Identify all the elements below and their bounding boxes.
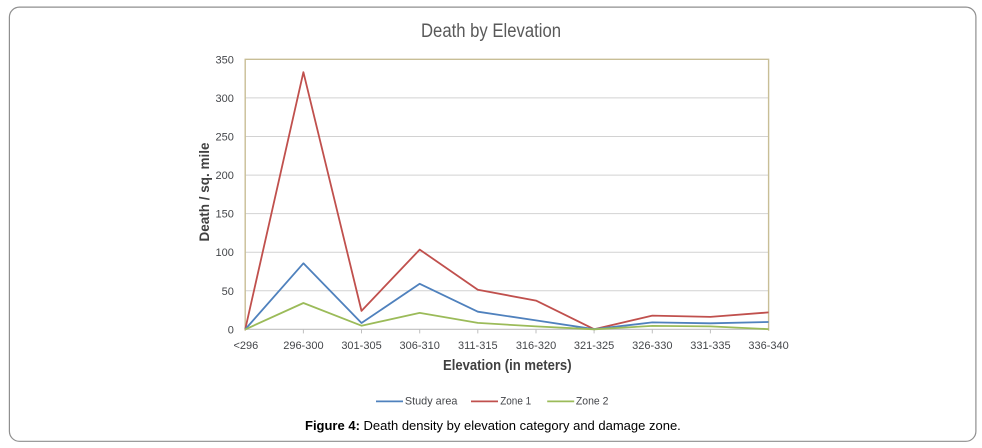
svg-text:<296: <296 xyxy=(234,340,259,352)
svg-text:100: 100 xyxy=(216,247,234,259)
svg-text:150: 150 xyxy=(216,209,234,221)
svg-text:336-340: 336-340 xyxy=(748,340,788,352)
svg-text:Study area: Study area xyxy=(405,395,458,407)
svg-text:321-325: 321-325 xyxy=(574,340,614,352)
svg-text:Figure 4: Death density by ele: Figure 4: Death density by elevation cat… xyxy=(305,418,681,433)
svg-text:Zone 2: Zone 2 xyxy=(576,395,609,407)
svg-text:200: 200 xyxy=(216,170,234,182)
svg-text:316-320: 316-320 xyxy=(516,340,556,352)
svg-text:350: 350 xyxy=(216,54,234,66)
svg-text:300: 300 xyxy=(216,93,234,105)
svg-text:311-315: 311-315 xyxy=(458,340,498,352)
svg-text:296-300: 296-300 xyxy=(283,340,323,352)
svg-text:Elevation (in meters): Elevation (in meters) xyxy=(443,358,572,374)
svg-text:Death / sq. mile: Death / sq. mile xyxy=(196,142,212,241)
svg-text:301-305: 301-305 xyxy=(341,340,381,352)
svg-text:250: 250 xyxy=(216,132,234,144)
svg-text:Zone 1: Zone 1 xyxy=(500,395,531,407)
svg-text:306-310: 306-310 xyxy=(400,340,440,352)
svg-text:326-330: 326-330 xyxy=(632,340,672,352)
svg-text:331-335: 331-335 xyxy=(690,340,730,352)
svg-text:Death by Elevation: Death by Elevation xyxy=(421,21,561,42)
svg-text:0: 0 xyxy=(228,324,234,336)
svg-text:50: 50 xyxy=(222,286,234,298)
